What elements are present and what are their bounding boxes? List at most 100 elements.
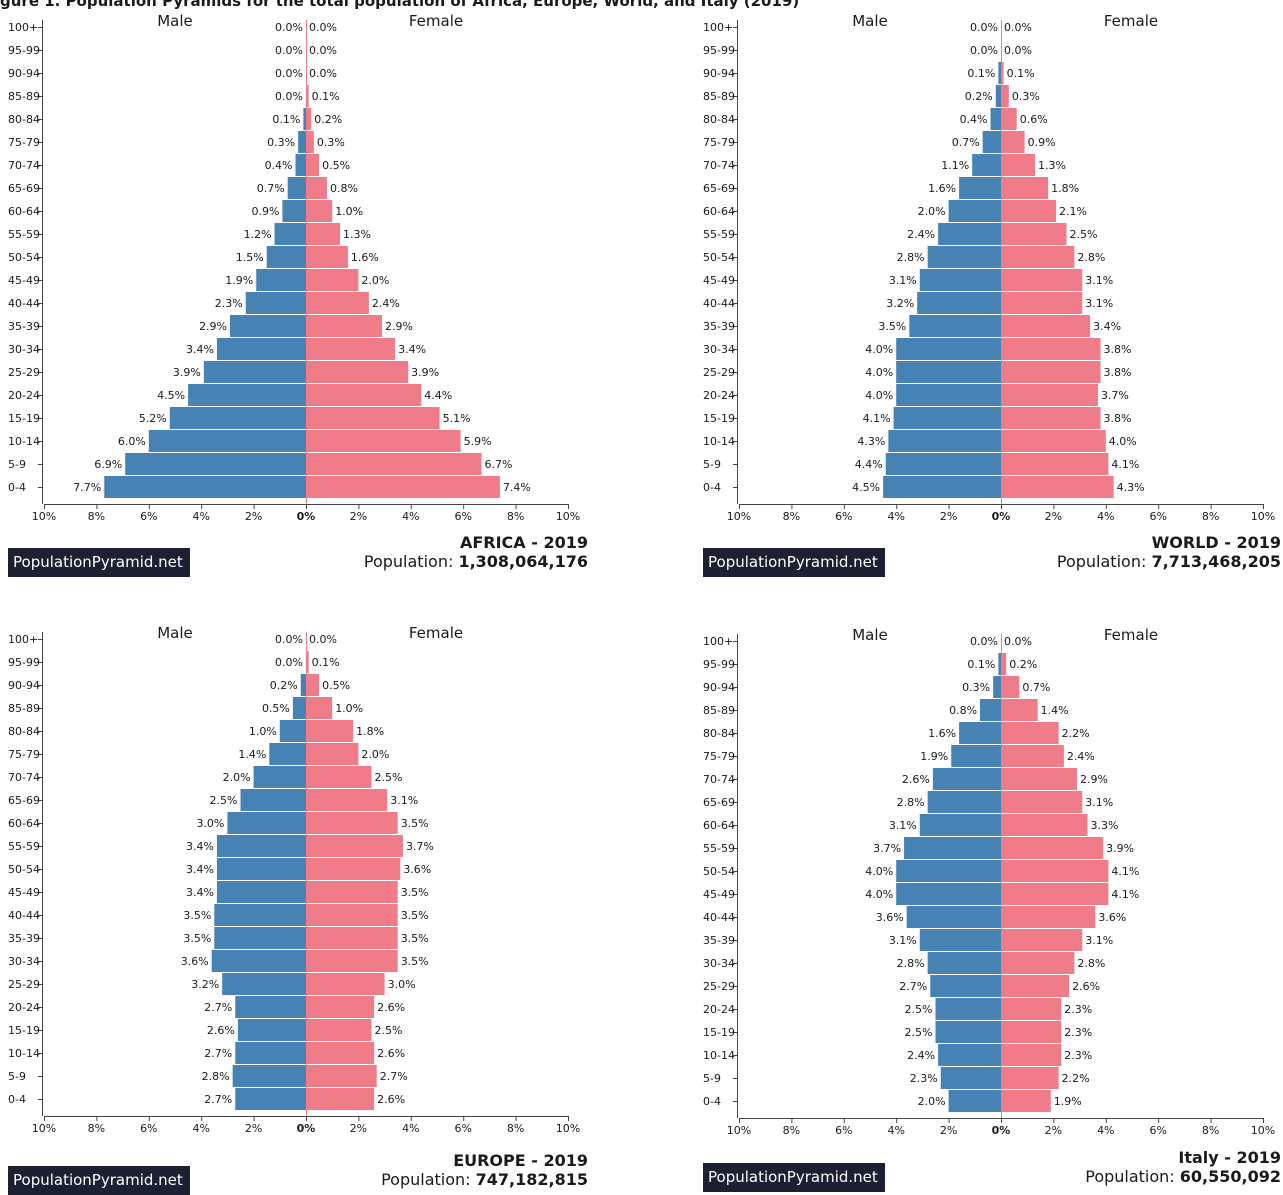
female-value-label: 4.3% [1117, 481, 1145, 494]
x-tick-label: 6% [835, 510, 852, 522]
male-value-label: 1.6% [928, 182, 956, 195]
female-value-label: 7.4% [503, 481, 531, 494]
male-value-label: 3.1% [889, 819, 917, 832]
male-bar [948, 200, 1001, 222]
age-group-label: 100+ [703, 635, 733, 648]
male-value-label: 0.0% [275, 44, 303, 57]
age-group-label: 55-59 [703, 842, 735, 855]
age-group-label: 80-84 [703, 727, 735, 740]
male-bar [940, 1067, 1001, 1089]
age-group-label: 15-19 [8, 1024, 40, 1037]
male-value-label: 3.2% [886, 297, 914, 310]
brand-badge-europe[interactable]: PopulationPyramid.net [8, 1166, 190, 1195]
male-value-label: 0.0% [275, 90, 303, 103]
female-bar [1001, 177, 1049, 199]
male-bar [990, 108, 1001, 130]
male-value-label: 1.0% [249, 725, 277, 738]
male-bar [951, 745, 1001, 767]
female-value-label: 2.7% [380, 1070, 408, 1083]
x-tick-label: 6% [454, 510, 471, 522]
female-value-label: 3.0% [388, 978, 416, 991]
female-value-label: 1.3% [343, 228, 371, 241]
male-value-label: 0.1% [967, 67, 995, 80]
panel-population-europe: Population: 747,182,815 [290, 1171, 588, 1189]
female-value-label: 3.3% [1090, 819, 1118, 832]
age-group-label: 10-14 [703, 1049, 735, 1062]
age-group-label: 65-69 [703, 796, 735, 809]
age-group-label: 35-39 [703, 934, 735, 947]
age-group-label: 0-4 [703, 1095, 721, 1108]
male-value-label: 2.3% [215, 297, 243, 310]
female-value-label: 3.5% [401, 886, 429, 899]
male-bar [169, 407, 306, 429]
brand-badge-world[interactable]: PopulationPyramid.net [703, 548, 885, 577]
female-value-label: 2.6% [1072, 980, 1100, 993]
x-tick-label: 2% [940, 1124, 957, 1136]
female-value-label: 2.8% [1077, 251, 1105, 264]
x-tick-label: 4% [402, 510, 419, 522]
female-bar [1001, 62, 1004, 84]
female-value-label: 3.5% [401, 817, 429, 830]
male-bar [214, 927, 306, 949]
x-tick-label: 6% [1149, 1124, 1166, 1136]
male-bar [930, 975, 1001, 997]
male-bar [222, 973, 306, 995]
female-bar [306, 674, 320, 696]
x-tick-label: 2% [245, 1122, 262, 1134]
pyramid-chart-world: Male Female 100+ 0.0% 0.0% 95-99 0.0% 0.0% 90-94… [695, 8, 1283, 522]
male-value-label: 0.9% [251, 205, 279, 218]
female-bar [306, 292, 369, 314]
female-value-label: 2.6% [377, 1093, 405, 1106]
female-bar [306, 812, 398, 834]
male-bar [917, 292, 1001, 314]
female-value-label: 2.5% [375, 771, 403, 784]
age-group-label: 45-49 [703, 888, 735, 901]
age-group-label: 10-14 [703, 435, 735, 448]
male-bar [216, 858, 306, 880]
age-group-label: 15-19 [703, 1026, 735, 1039]
female-bar [306, 1042, 375, 1064]
female-value-label: 0.2% [1009, 658, 1037, 671]
x-tick-label: 8% [783, 1124, 800, 1136]
female-value-label: 4.1% [1111, 865, 1139, 878]
male-bar [982, 131, 1001, 153]
female-value-label: 1.0% [335, 205, 363, 218]
female-value-label: 0.0% [309, 67, 337, 80]
female-value-label: 3.8% [1104, 412, 1132, 425]
age-group-label: 5-9 [8, 458, 26, 471]
female-bar [306, 651, 309, 673]
male-bar [256, 269, 306, 291]
female-value-label: 3.5% [401, 955, 429, 968]
age-group-label: 35-39 [8, 932, 40, 945]
brand-badge-africa[interactable]: PopulationPyramid.net [8, 548, 190, 577]
male-value-label: 7.7% [73, 481, 101, 494]
brand-badge-italy[interactable]: PopulationPyramid.net [703, 1163, 885, 1192]
male-bar [300, 674, 306, 696]
panel-population-italy: Population: 60,550,092 [981, 1168, 1281, 1186]
age-group-label: 20-24 [8, 1001, 40, 1014]
figure-caption: gure 1. Population Pyramids for the tota… [0, 0, 800, 10]
x-tick-label: 4% [1097, 510, 1114, 522]
male-bar [245, 292, 306, 314]
population-value: 747,182,815 [475, 1170, 588, 1189]
male-value-label: 2.5% [905, 1026, 933, 1039]
female-bar [1001, 384, 1098, 406]
male-bar [995, 85, 1001, 107]
age-group-label: 5-9 [703, 1072, 721, 1085]
male-value-label: 3.6% [181, 955, 209, 968]
x-tick-label: 8% [1202, 510, 1219, 522]
male-bar [888, 430, 1001, 452]
pyramid-chart-italy: Male Female 100+ 0.0% 0.0% 95-99 0.1% 0.2% 90-94… [695, 622, 1283, 1136]
x-tick-label: 6% [454, 1122, 471, 1134]
female-bar [1001, 430, 1106, 452]
x-tick-label: 2% [1045, 1124, 1062, 1136]
male-value-label: 1.4% [238, 748, 266, 761]
female-value-label: 2.4% [372, 297, 400, 310]
male-value-label: 2.7% [204, 1047, 232, 1060]
male-bar [211, 950, 306, 972]
age-group-label: 65-69 [703, 182, 735, 195]
x-tick-label: 8% [507, 1122, 524, 1134]
female-value-label: 4.1% [1111, 888, 1139, 901]
male-value-label: 0.3% [267, 136, 295, 149]
male-value-label: 3.5% [183, 909, 211, 922]
